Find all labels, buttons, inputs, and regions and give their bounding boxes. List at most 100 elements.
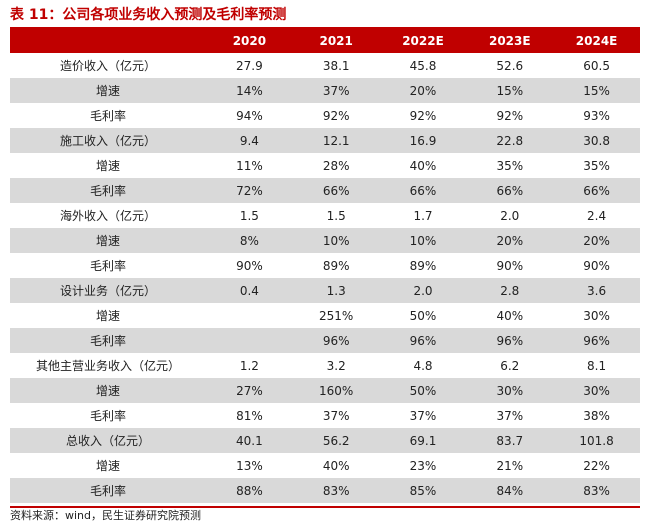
table-cell: 83.7: [466, 428, 554, 453]
table-body: 造价收入（亿元） 27.9 38.1 45.8 52.6 60.5 增速 14% 37% 20% 1…: [10, 53, 640, 503]
table-cell: 21%: [496, 458, 524, 473]
table-row: 毛利率 96% 96% 96% 96%: [10, 328, 640, 353]
table-cell: 0.4: [206, 278, 293, 303]
table-row: 总收入（亿元） 40.1 56.2 69.1 83.7 101.8: [10, 428, 640, 453]
table-cell: 1.3: [292, 278, 380, 303]
table-cell: 92%: [496, 108, 524, 123]
table-cell: 66%: [379, 178, 467, 203]
table-cell: 89%: [409, 258, 437, 273]
table-cell: 11%: [236, 158, 263, 173]
table-cell: 10%: [379, 228, 467, 253]
table-cell: 14%: [206, 78, 293, 103]
row-label: 其他主营业务收入（亿元）: [35, 359, 180, 373]
header-cell: 2023E: [466, 29, 554, 53]
table-cell: 15%: [466, 78, 554, 103]
row-label: 毛利率: [89, 259, 126, 273]
table-cell: 89%: [322, 258, 350, 273]
title-rule: [10, 27, 640, 29]
table-cell: 50%: [409, 308, 437, 323]
table-cell: 66%: [292, 178, 380, 203]
table-row: 毛利率 88% 83% 85% 84% 83%: [10, 478, 640, 503]
row-label: 造价收入（亿元）: [59, 59, 156, 73]
table-cell: 8%: [206, 228, 293, 253]
table-cell: 37%: [409, 408, 437, 423]
table-cell: 40%: [496, 308, 524, 323]
table-cell: 66%: [466, 178, 554, 203]
table-cell: 72%: [206, 178, 293, 203]
table-cell: 96%: [553, 328, 640, 353]
table-cell: 22%: [583, 458, 610, 473]
table-row: 增速 11% 28% 40% 35% 35%: [10, 153, 640, 178]
table-cell: 90%: [496, 258, 524, 273]
table-cell: 1.5: [326, 208, 346, 223]
table-row: 增速 13% 40% 23% 21% 22%: [10, 453, 640, 478]
table-cell: 83%: [292, 478, 380, 503]
source-note: 资料来源：wind，民生证券研究院预测: [10, 509, 202, 522]
table-cell: 3.2: [326, 358, 346, 373]
table-row: 设计业务（亿元） 0.4 1.3 2.0 2.8 3.6: [10, 278, 640, 303]
table-cell: 96%: [466, 328, 554, 353]
table-cell: 96%: [379, 328, 467, 353]
table-row: 增速 8% 10% 10% 20% 20%: [10, 228, 640, 253]
table-cell: 37%: [496, 408, 524, 423]
table-cell: [206, 303, 293, 328]
table-cell: 85%: [379, 478, 467, 503]
row-label: 毛利率: [10, 478, 206, 503]
table-cell: 81%: [236, 408, 263, 423]
table-cell: 8.1: [587, 358, 607, 373]
table-cell: 2.8: [466, 278, 554, 303]
table-cell: 30%: [466, 378, 554, 403]
table-row: 增速 27% 160% 50% 30% 30%: [10, 378, 640, 403]
table-cell: 90%: [583, 258, 610, 273]
table-cell: 20%: [466, 228, 554, 253]
table-cell: 45.8: [409, 58, 437, 73]
table-row: 增速 251% 50% 40% 30%: [10, 303, 640, 328]
table-cell: 3.6: [553, 278, 640, 303]
table-cell: 38.1: [322, 58, 350, 73]
table-cell: 1.7: [413, 208, 433, 223]
table-cell: 66%: [553, 178, 640, 203]
table-cell: 40%: [322, 458, 350, 473]
row-label: 海外收入（亿元）: [59, 209, 156, 223]
table-cell: 23%: [409, 458, 437, 473]
row-label: 增速: [95, 459, 120, 473]
table-cell: 38%: [583, 408, 610, 423]
table-cell: 160%: [292, 378, 380, 403]
header-cell: [10, 29, 206, 53]
table-cell: 30%: [553, 378, 640, 403]
row-label: 毛利率: [89, 409, 126, 423]
table-cell: 40%: [409, 158, 437, 173]
table-cell: 10%: [292, 228, 380, 253]
header-cell: 2024E: [553, 29, 640, 53]
row-label: 增速: [10, 78, 206, 103]
row-label: 设计业务（亿元）: [10, 278, 206, 303]
table-cell: 37%: [292, 78, 380, 103]
table-cell: 30%: [583, 308, 610, 323]
table-cell: 83%: [553, 478, 640, 503]
table-cell: 84%: [466, 478, 554, 503]
header-cell: 2022E: [379, 29, 467, 53]
row-label: 增速: [10, 378, 206, 403]
table-cell: 35%: [496, 158, 524, 173]
table-cell: 251%: [319, 308, 354, 323]
table-header-row: 2020 2021 2022E 2023E 2024E: [10, 29, 640, 53]
table-cell: [206, 328, 293, 353]
table-cell: 35%: [583, 158, 610, 173]
table-title: 表 11：公司各项业务收入预测及毛利率预测: [10, 7, 287, 23]
table-cell: 4.8: [413, 358, 433, 373]
bottom-rule: [10, 506, 640, 508]
table-cell: 69.1: [379, 428, 467, 453]
table-cell: 27.9: [236, 58, 263, 73]
table-row: 其他主营业务收入（亿元） 1.2 3.2 4.8 6.2 8.1: [10, 353, 640, 378]
table-cell: 16.9: [379, 128, 467, 153]
table-cell: 60.5: [583, 58, 610, 73]
table-row: 毛利率 81% 37% 37% 37% 38%: [10, 403, 640, 428]
table-cell: 2.0: [379, 278, 467, 303]
table-cell: 15%: [553, 78, 640, 103]
table-cell: 96%: [292, 328, 380, 353]
table-cell: 37%: [322, 408, 350, 423]
table-cell: 6.2: [500, 358, 520, 373]
header-cell: 2020: [206, 29, 293, 53]
table-cell: 20%: [553, 228, 640, 253]
row-label: 总收入（亿元）: [10, 428, 206, 453]
